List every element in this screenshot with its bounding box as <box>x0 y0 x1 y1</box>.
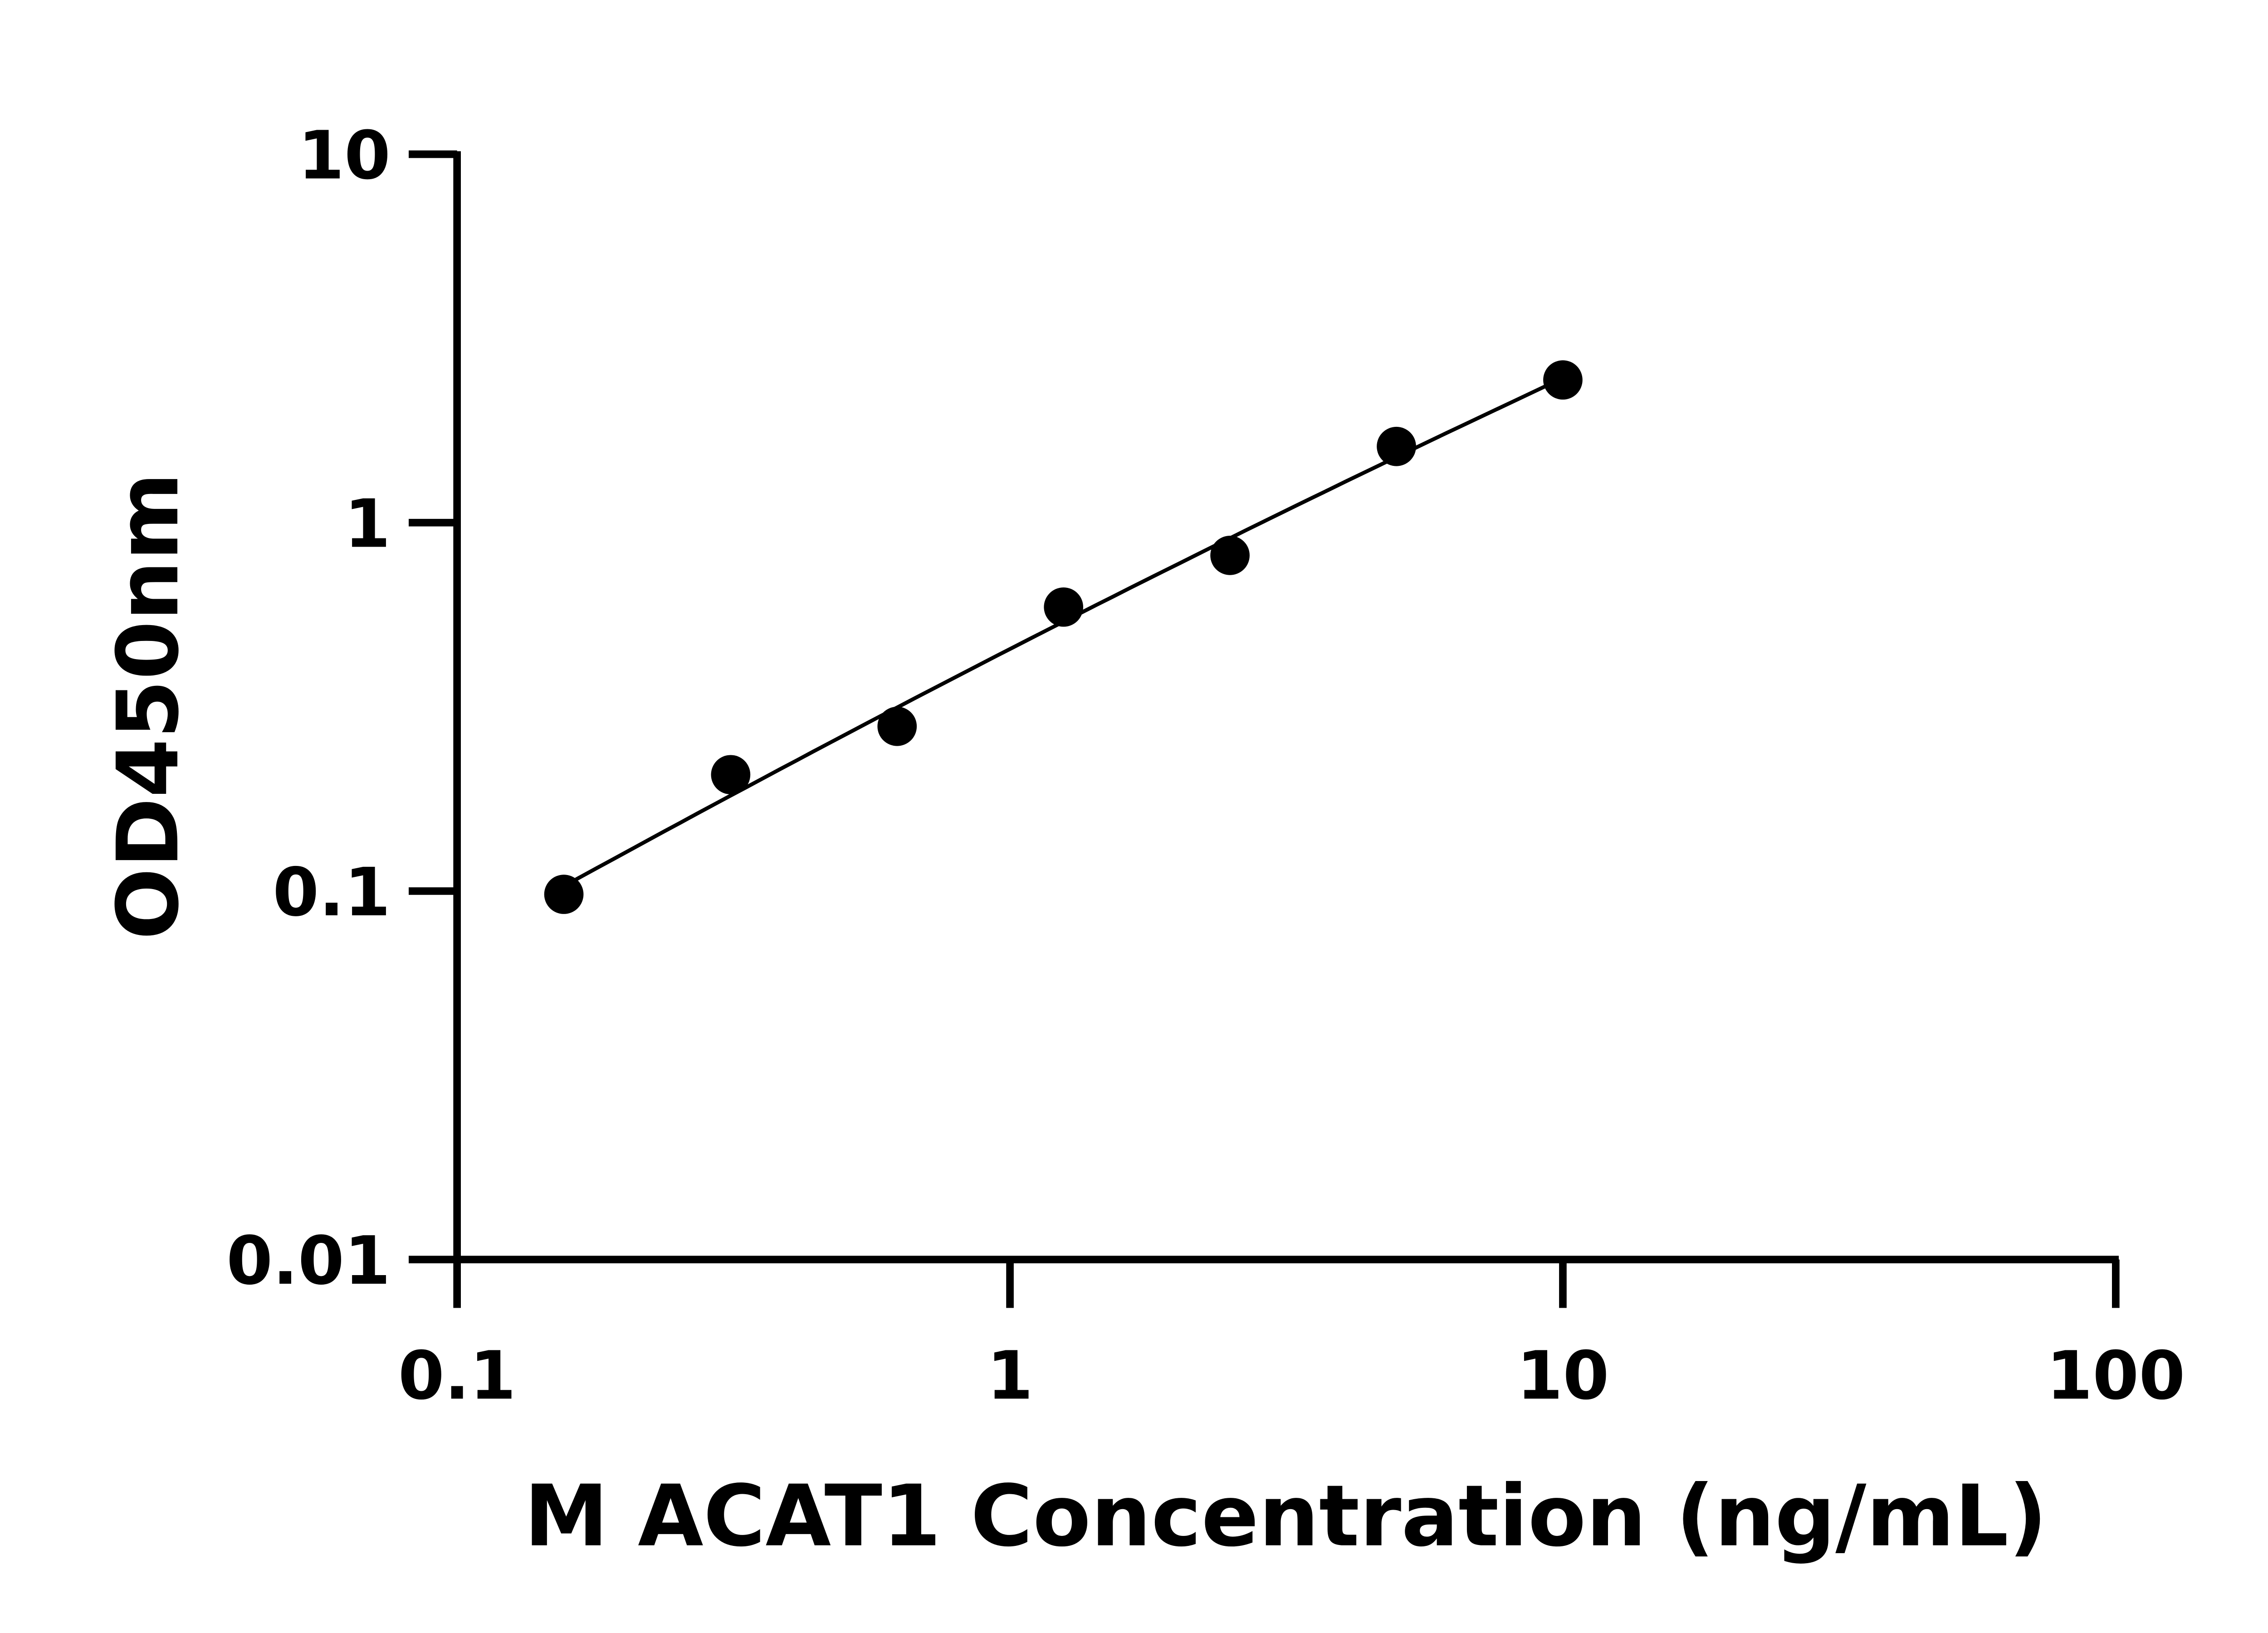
data-point <box>1377 426 1416 466</box>
data-point <box>711 755 751 795</box>
y-tick-label: 0.01 <box>226 1222 391 1300</box>
data-point <box>877 706 917 746</box>
x-tick-label: 1 <box>987 1337 1033 1414</box>
data-point <box>544 875 584 914</box>
y-tick-label: 10 <box>298 117 391 194</box>
data-point <box>1044 587 1084 627</box>
data-point <box>1210 536 1250 575</box>
y-tick-label: 1 <box>344 485 391 563</box>
y-axis-title: OD450nm <box>99 472 198 940</box>
x-tick-label: 10 <box>1516 1337 1609 1414</box>
x-tick-label: 100 <box>2046 1337 2185 1414</box>
x-axis-title: M ACAT1 Concentration (ng/mL) <box>524 1467 2047 1566</box>
x-tick-label: 0.1 <box>398 1337 516 1414</box>
data-point <box>1543 360 1583 400</box>
axes <box>453 151 2119 1263</box>
y-tick-label: 0.1 <box>273 854 391 931</box>
